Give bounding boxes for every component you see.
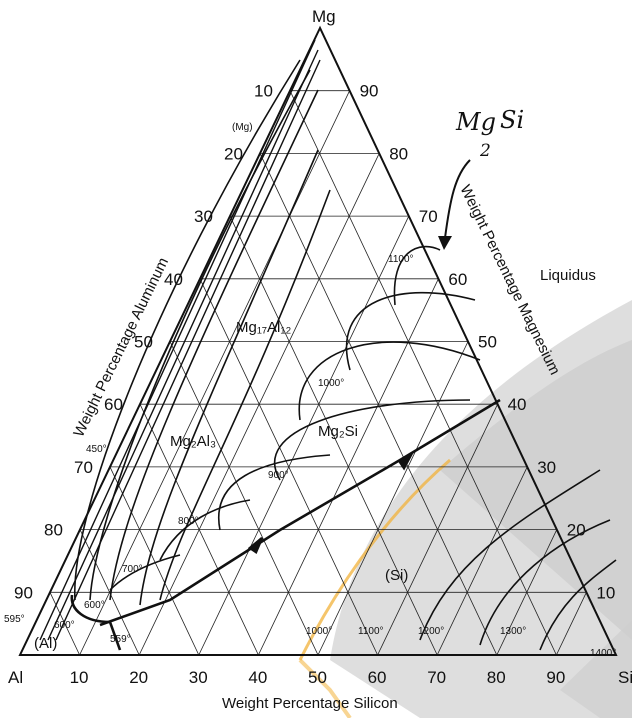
svg-text:559°: 559°: [110, 634, 131, 645]
grid-line: [317, 341, 469, 656]
phase-al: (Al): [34, 635, 57, 652]
svg-text:1000°: 1000°: [306, 626, 332, 637]
tick-label: 30: [189, 668, 208, 687]
tick-label: 40: [248, 668, 267, 687]
tick-label: 70: [419, 207, 438, 226]
tick-label: 70: [427, 668, 446, 687]
tick-label: 70: [74, 458, 93, 477]
tick-label: 20: [567, 521, 586, 540]
tick-label: 10: [254, 82, 273, 101]
tick-label: 20: [224, 144, 243, 163]
isotherm-curves: [74, 59, 617, 651]
handwritten-tail: Si: [500, 106, 524, 134]
axis-title-silicon: Weight Percentage Silicon: [222, 695, 398, 712]
grid-line: [49, 592, 80, 656]
grid-line: [496, 529, 558, 656]
tick-label: 80: [389, 144, 408, 163]
tick-label: 30: [194, 207, 213, 226]
grid-line: [289, 90, 557, 656]
grid-line: [79, 529, 140, 656]
isotherm-labels: 1100° 1000° 900° 800° 700° 600° 600° 595…: [4, 254, 616, 659]
tick-label: 60: [104, 395, 123, 414]
svg-text:700°: 700°: [122, 564, 143, 575]
phase-mg2al3: Mg₂Al₃: [170, 433, 216, 450]
tick-label: 60: [368, 668, 387, 687]
tick-label: 40: [164, 270, 183, 289]
svg-text:600°: 600°: [54, 620, 75, 631]
svg-text:1000°: 1000°: [318, 378, 344, 389]
composition-grid: [49, 90, 587, 656]
svg-text:1100°: 1100°: [358, 626, 384, 637]
triangle-outline: [18, 25, 618, 656]
handwritten-main: Mg: [455, 108, 496, 136]
tick-label: 10: [70, 668, 89, 687]
eutectic-valley: [70, 398, 501, 651]
svg-text:595°: 595°: [4, 614, 25, 625]
tick-label: 90: [360, 82, 379, 101]
vertex-mg: Mg: [312, 7, 336, 26]
phase-mg17al12: Mg₁₇Al₁₂: [236, 319, 291, 336]
tick-label: 50: [478, 333, 497, 352]
background-shading: [298, 300, 632, 720]
svg-text:450°: 450°: [86, 444, 107, 455]
grid-line: [169, 341, 319, 656]
svg-text:1300°: 1300°: [500, 626, 526, 637]
tick-label: 90: [546, 668, 565, 687]
grid-line: [377, 404, 498, 656]
tick-label: 60: [448, 270, 467, 289]
svg-text:1400°: 1400°: [590, 648, 616, 659]
grid-line: [229, 215, 438, 656]
tick-label: 80: [487, 668, 506, 687]
mg-al-edge-lines: [39, 39, 321, 641]
tick-label: 20: [129, 668, 148, 687]
tick-label: 90: [14, 583, 33, 602]
handwritten-arrow: [444, 159, 471, 239]
liquidus-label: Liquidus: [540, 267, 596, 284]
right-tick-labels: 90 80 70 60 50 40 30 20 10: [360, 82, 616, 603]
tick-label: 80: [44, 521, 63, 540]
phase-si: (Si): [385, 567, 408, 584]
tick-label: 30: [537, 458, 556, 477]
vertex-si: Si: [618, 668, 632, 687]
vertex-al: Al: [8, 668, 23, 687]
grid-line: [556, 592, 587, 656]
tick-label: 50: [308, 668, 327, 687]
tick-label: 40: [508, 395, 527, 414]
grid-line: [198, 215, 410, 656]
grid-line: [79, 90, 350, 656]
arrowhead-icon: [438, 236, 452, 250]
handwritten-mg2si: Mg 2 Si: [455, 106, 524, 161]
svg-text:800°: 800°: [178, 516, 199, 527]
tick-label: 10: [596, 583, 615, 602]
handwritten-sub: 2: [479, 141, 491, 161]
svg-text:600°: 600°: [84, 600, 105, 611]
phase-mg2si: Mg₂Si: [318, 423, 358, 440]
bottom-tick-labels: 10 20 30 40 50 60 70 80 90: [70, 668, 566, 687]
svg-text:1200°: 1200°: [418, 626, 444, 637]
svg-text:900°: 900°: [268, 470, 289, 481]
left-tick-labels: 10 20 30 40 50 60 70 80 90: [14, 82, 273, 603]
phase-mg: (Mg): [232, 122, 253, 133]
grid-line: [436, 466, 528, 656]
tick-label: 50: [134, 333, 153, 352]
grid-line: [109, 466, 200, 656]
svg-text:1100°: 1100°: [388, 254, 414, 265]
grid-line: [139, 404, 259, 656]
